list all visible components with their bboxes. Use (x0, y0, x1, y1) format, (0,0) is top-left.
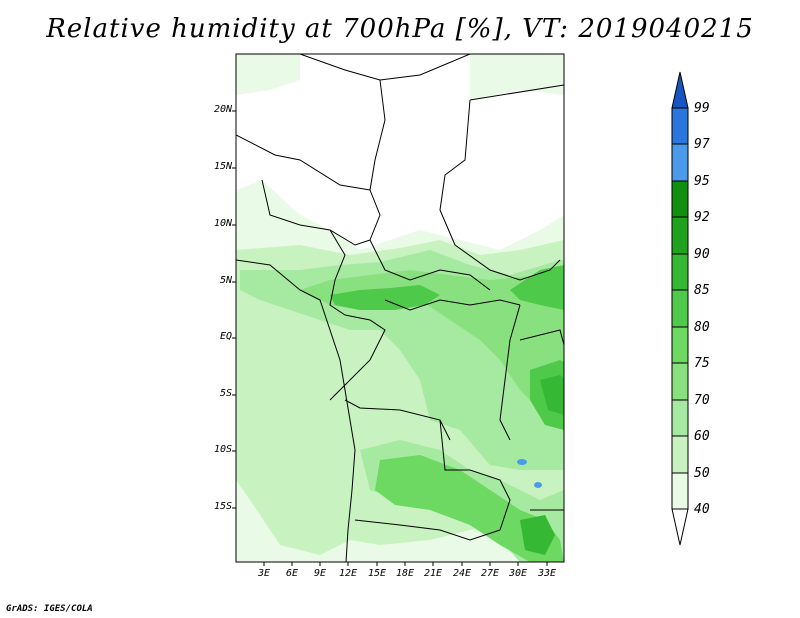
axis-ticks (232, 110, 548, 566)
border-cameroon (329, 229, 346, 316)
lat-label-10s: 10S (213, 444, 232, 455)
colorbar-bin-75 (671, 362, 689, 401)
humidity-band-90-east (510, 265, 564, 310)
colorbar-label-85: 85 (694, 283, 710, 298)
lon-label-12e: 12E (338, 568, 358, 579)
lon-label-18e: 18E (395, 568, 415, 579)
border-car (369, 239, 491, 291)
lat-label-eq: EQ (219, 331, 232, 342)
lon-label-33e: 33E (537, 568, 557, 579)
colorbar-bin-92 (671, 216, 689, 255)
colorbar-label-92: 92 (694, 210, 710, 225)
lat-label-5s: 5S (219, 388, 232, 399)
lon-label-15e: 15E (367, 568, 387, 579)
border-tanzania (519, 329, 564, 346)
humidity-band-north (236, 54, 300, 95)
lon-label-9e: 9E (313, 568, 327, 579)
coastline-west (236, 259, 356, 562)
colorbar-bin-85 (671, 289, 689, 328)
colorbar-label-75: 75 (694, 356, 710, 371)
border-drc-east (499, 304, 521, 441)
border-egypt-sudan (469, 84, 564, 101)
border-angola-north (344, 399, 451, 441)
colorbar-label-95: 95 (694, 174, 710, 189)
colorbar-label-40: 40 (694, 502, 710, 517)
lon-label-30e: 30E (508, 568, 528, 579)
colorbar (671, 71, 689, 546)
lon-label-3e: 3E (257, 568, 271, 579)
lat-label-20n: 20N (213, 104, 232, 115)
lat-label-10n: 10N (213, 218, 232, 229)
border-sudan-south (454, 244, 561, 281)
colorbar-label-90: 90 (694, 247, 710, 262)
colorbar-top-arrow (671, 71, 689, 109)
humidity-spot-97-b (534, 482, 542, 488)
humidity-band-92 (540, 375, 564, 415)
humidity-band-80-south (375, 455, 564, 562)
colorbar-label-99: 99 (694, 101, 710, 116)
border-niger-chad (369, 79, 386, 241)
country-borders (236, 54, 564, 562)
colorbar-bin-60 (671, 435, 689, 474)
colorbar-label-97: 97 (694, 137, 710, 152)
lon-label-24e: 24E (452, 568, 472, 579)
colorbar-bin-97 (671, 143, 689, 182)
lat-label-15s: 15S (213, 501, 232, 512)
lon-label-21e: 21E (423, 568, 443, 579)
colorbar-bin-50 (671, 472, 689, 510)
colorbar-bottom-arrow (671, 508, 689, 546)
lon-label-6e: 6E (285, 568, 299, 579)
colorbar-bin-99 (671, 107, 689, 145)
lat-label-15n: 15N (213, 161, 232, 172)
border-zambia (439, 419, 511, 531)
border-drc-north (384, 299, 521, 311)
colorbar-bin-90 (671, 253, 689, 291)
lat-label-5n: 5N (219, 275, 232, 286)
colorbar-bin-80 (671, 326, 689, 364)
colorbar-bin-70 (671, 399, 689, 437)
humidity-field (236, 54, 564, 562)
colorbar-label-60: 60 (694, 429, 710, 444)
colorbar-label-80: 80 (694, 320, 710, 335)
humidity-band-92-south (520, 515, 555, 555)
humidity-spot-97 (517, 459, 527, 465)
colorbar-label-50: 50 (694, 466, 710, 481)
colorbar-label-70: 70 (694, 393, 710, 408)
border-angola-south (354, 519, 501, 541)
border-mali-niger (236, 134, 371, 191)
chart-title: Relative humidity at 700hPa [%], VT: 201… (46, 14, 754, 44)
border-nigeria (261, 179, 371, 246)
grads-credit: GrADS: IGES/COLA (6, 604, 93, 614)
map-frame (235, 53, 565, 563)
border-congo (329, 314, 386, 401)
lon-label-27e: 27E (480, 568, 500, 579)
colorbar-bin-95 (671, 180, 689, 218)
border-libya-sudan (439, 99, 471, 246)
humidity-band-90 (330, 285, 440, 310)
